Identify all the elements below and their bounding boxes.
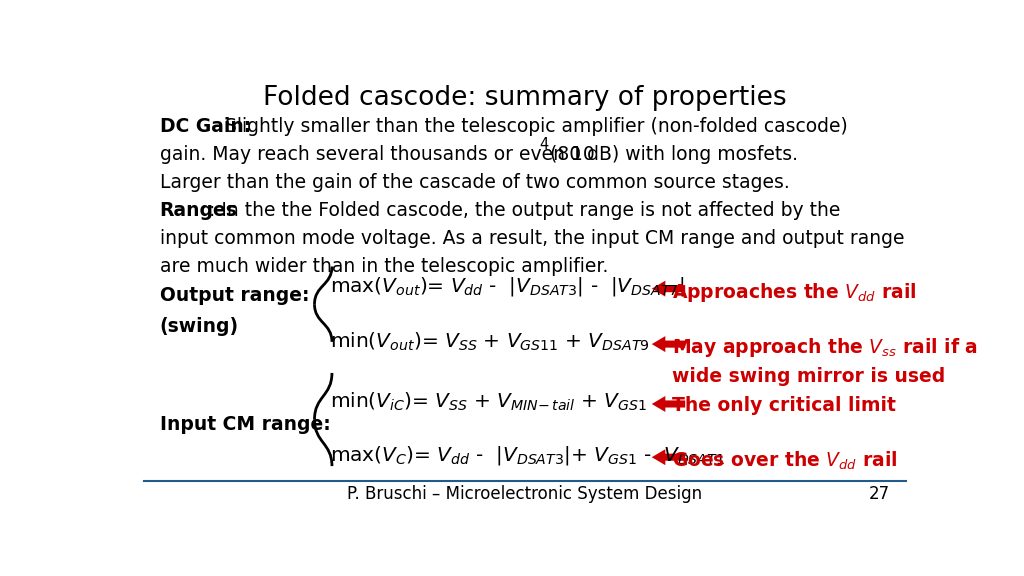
Text: Slightly smaller than the telescopic amplifier (non-folded cascode): Slightly smaller than the telescopic amp… xyxy=(225,117,848,136)
Text: $\mathrm{max}$$(V_{out})$= $V_{dd}$ -  $|V_{DSAT3}|$ -  $|V_{DSAT7}|$: $\mathrm{max}$$(V_{out})$= $V_{dd}$ - $|… xyxy=(331,275,685,298)
PathPatch shape xyxy=(652,336,685,352)
Text: Input CM range:: Input CM range: xyxy=(160,415,331,434)
Text: gain. May reach several thousands or even 10: gain. May reach several thousands or eve… xyxy=(160,145,595,164)
Text: The only critical limit: The only critical limit xyxy=(672,396,896,415)
Text: May approach the $V_{ss}$ rail if a
wide swing mirror is used: May approach the $V_{ss}$ rail if a wide… xyxy=(672,336,978,385)
Text: Folded cascode: summary of properties: Folded cascode: summary of properties xyxy=(263,85,786,111)
Text: are much wider than in the telescopic amplifier.: are much wider than in the telescopic am… xyxy=(160,257,608,276)
Text: P. Bruschi – Microelectronic System Design: P. Bruschi – Microelectronic System Desi… xyxy=(347,485,702,503)
Text: $\mathrm{min}$$(V_{iC})$= $V_{SS}$ + $V_{MIN\mathrm{-}\,tail}$ + $V_{GS1}$: $\mathrm{min}$$(V_{iC})$= $V_{SS}$ + $V_… xyxy=(331,391,647,413)
Text: 4: 4 xyxy=(539,137,548,152)
PathPatch shape xyxy=(652,281,685,297)
Text: Output range:: Output range: xyxy=(160,286,309,305)
Text: input common mode voltage. As a result, the input CM range and output range: input common mode voltage. As a result, … xyxy=(160,229,904,248)
PathPatch shape xyxy=(652,449,685,465)
Text: : In the the Folded cascode, the output range is not affected by the: : In the the Folded cascode, the output … xyxy=(209,201,841,220)
Text: 27: 27 xyxy=(868,485,890,503)
Text: Ranges: Ranges xyxy=(160,201,238,220)
Text: Goes over the $V_{dd}$ rail: Goes over the $V_{dd}$ rail xyxy=(672,449,897,472)
Text: (80 dB) with long mosfets.: (80 dB) with long mosfets. xyxy=(550,145,798,164)
Text: Approaches the $V_{dd}$ rail: Approaches the $V_{dd}$ rail xyxy=(672,281,915,304)
Text: $\mathrm{max}$$(V_{C})$= $V_{dd}$ -  $|V_{DSAT3}|$+ $V_{GS1}$ -  $V_{DSAT1}$: $\mathrm{max}$$(V_{C})$= $V_{dd}$ - $|V_… xyxy=(331,444,725,467)
PathPatch shape xyxy=(652,396,685,412)
Text: Larger than the gain of the cascade of two common source stages.: Larger than the gain of the cascade of t… xyxy=(160,173,790,192)
Text: $\mathrm{min}$$(V_{out})$= $V_{SS}$ + $V_{GS11}$ + $V_{DSAT9}$: $\mathrm{min}$$(V_{out})$= $V_{SS}$ + $V… xyxy=(331,331,650,353)
Text: DC Gain:: DC Gain: xyxy=(160,117,251,136)
Text: (swing): (swing) xyxy=(160,317,239,336)
